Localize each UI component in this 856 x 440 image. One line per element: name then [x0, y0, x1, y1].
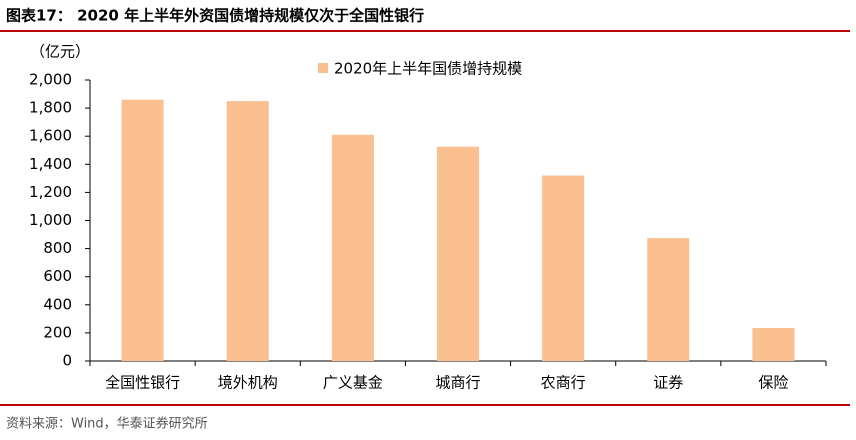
- y-unit: （亿元）: [30, 43, 90, 61]
- x-tick-label: 广义基金: [323, 374, 383, 392]
- bar: [436, 146, 480, 361]
- bar: [542, 175, 585, 361]
- x-tick-label: 农商行: [541, 374, 586, 392]
- bar: [647, 238, 690, 361]
- y-tick-label: 1,000: [29, 211, 72, 229]
- y-tick-label: 200: [43, 323, 72, 341]
- chart-title: 图表17： 2020 年上半年外资国债增持规模仅次于全国性银行: [6, 7, 424, 25]
- bar: [226, 101, 269, 361]
- y-tick-label: 600: [43, 267, 72, 285]
- bar: [121, 99, 164, 362]
- y-tick-label: 400: [43, 295, 72, 313]
- bar: [331, 134, 374, 361]
- bar: [752, 327, 795, 361]
- y-tick-label: 1,600: [29, 127, 72, 145]
- x-tick-label: 证券: [653, 374, 683, 392]
- x-tick-label: 境外机构: [218, 374, 278, 392]
- y-tick-label: 2,000: [29, 71, 72, 89]
- y-tick-label: 1,800: [29, 99, 72, 117]
- source: 资料来源：Wind，华泰证券研究所: [6, 416, 208, 432]
- x-tick-label: 城商行: [435, 374, 480, 392]
- x-tick-label: 保险: [758, 374, 788, 392]
- x-tick-label: 全国性银行: [105, 374, 180, 392]
- legend-swatch: [318, 63, 328, 73]
- y-tick-label: 1,400: [29, 155, 72, 173]
- y-tick-label: 0: [62, 352, 72, 370]
- y-tick-label: 800: [43, 239, 72, 257]
- legend-label: 2020年上半年国债增持规模: [334, 60, 522, 78]
- y-tick-label: 1,200: [29, 183, 72, 201]
